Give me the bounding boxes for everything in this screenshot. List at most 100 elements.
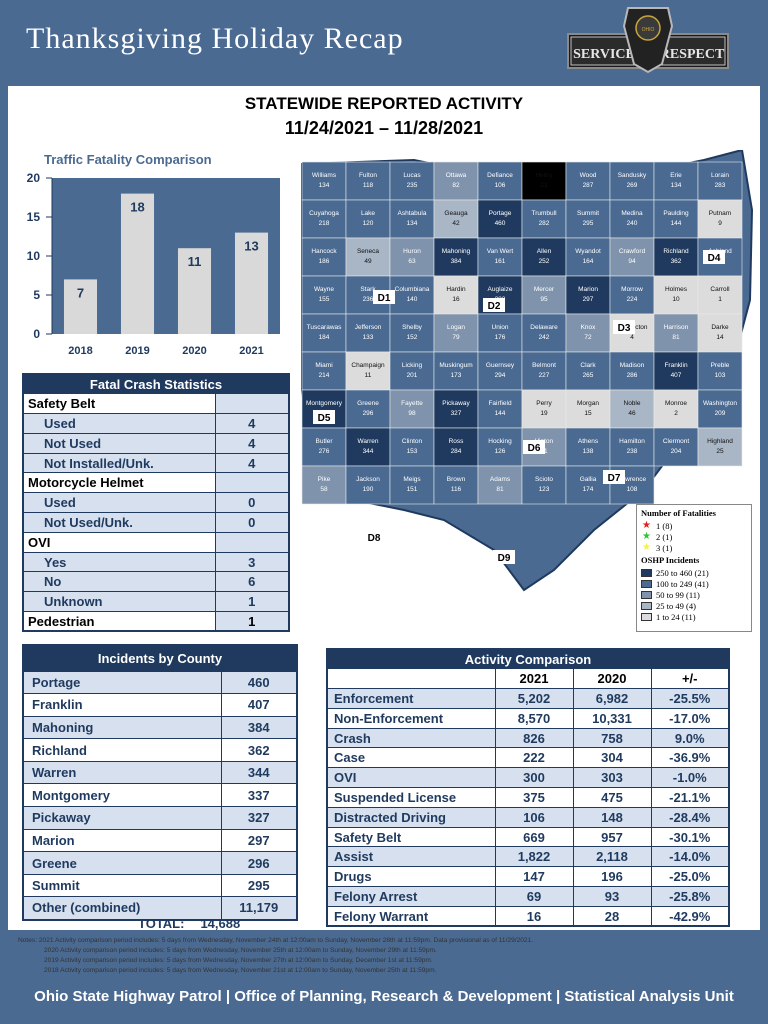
activity-2021: 669 bbox=[494, 826, 574, 848]
county-map-name: Butler bbox=[316, 438, 334, 445]
county-shape bbox=[609, 275, 655, 315]
bar-2019 bbox=[120, 193, 155, 334]
activity-2021: 147 bbox=[494, 866, 574, 888]
county-row: Summit 295 bbox=[22, 873, 298, 898]
county-shape bbox=[389, 275, 435, 315]
county-tile: Clinton 153 bbox=[389, 427, 435, 467]
fatal-row: Motorcycle Helmet bbox=[22, 472, 290, 494]
activity-2021: 5,202 bbox=[494, 688, 574, 709]
district-label-box bbox=[493, 550, 515, 564]
content-panel: STATEWIDE REPORTED ACTIVITY 11/24/2021 –… bbox=[8, 86, 760, 974]
county-map-value: 120 bbox=[363, 220, 374, 227]
county-map-value: 235 bbox=[407, 182, 418, 189]
legend-incident-item: 100 to 249 (41) bbox=[641, 578, 747, 589]
county-row: Warren 344 bbox=[22, 760, 298, 785]
county-shape bbox=[477, 351, 523, 391]
county-table-title: Incidents by County bbox=[22, 644, 298, 672]
county-map-value: 236 bbox=[363, 296, 374, 303]
county-value: 337 bbox=[220, 783, 298, 808]
county-tile: Trumbull 282 bbox=[521, 199, 567, 239]
county-map-value: 201 bbox=[407, 372, 418, 379]
county-map-value: 151 bbox=[407, 486, 418, 493]
county-shape bbox=[433, 161, 479, 201]
county-map-name: Fairfield bbox=[488, 400, 512, 407]
county-map-name: Shelby bbox=[402, 324, 423, 331]
county-map-name: Ross bbox=[449, 438, 465, 445]
date-range-title: 11/24/2021 – 11/28/2021 bbox=[284, 118, 484, 138]
county-map-name: Belmont bbox=[532, 362, 556, 369]
legend-swatch bbox=[641, 579, 652, 588]
legend-incident-label: 1 to 24 (11) bbox=[656, 611, 696, 622]
county-map-value: 134 bbox=[319, 182, 330, 189]
county-tile: Belmont 227 bbox=[521, 351, 567, 391]
county-map-name: Brown bbox=[447, 476, 466, 483]
activity-col-diff: +/- bbox=[650, 668, 730, 690]
county-map-name: Fulton bbox=[359, 172, 377, 179]
fatal-row-label: Pedestrian bbox=[22, 611, 216, 632]
county-map-value: 174 bbox=[583, 486, 594, 493]
fatal-row-value bbox=[214, 472, 290, 494]
county-shape bbox=[521, 237, 567, 277]
star-icon: ★ bbox=[642, 542, 651, 553]
county-tile: Union 176 bbox=[477, 313, 523, 353]
county-row: Pickaway 327 bbox=[22, 806, 298, 830]
county-tile: Logan 79 bbox=[433, 313, 479, 353]
district-label: D3 bbox=[618, 323, 631, 334]
county-map-value: 276 bbox=[319, 448, 330, 455]
county-map-value: 284 bbox=[451, 448, 462, 455]
county-map-name: Pike bbox=[318, 476, 331, 483]
county-shape bbox=[389, 199, 435, 239]
legend-swatch bbox=[641, 590, 652, 599]
county-shape bbox=[477, 161, 523, 201]
county-shape bbox=[565, 237, 611, 277]
activity-row: Enforcement 5,202 6,982 -25.5% bbox=[326, 688, 730, 709]
county-map-value: 10 bbox=[672, 296, 680, 303]
county-row: Franklin 407 bbox=[22, 693, 298, 717]
county-incidents-table: Incidents by County Portage 460 Franklin 40… bbox=[22, 644, 298, 921]
county-tile: Muskingum 173 bbox=[433, 351, 479, 391]
county-map-name: Richland bbox=[663, 248, 689, 255]
county-tile: Morgan 15 bbox=[565, 389, 611, 429]
activity-diff: -1.0% bbox=[650, 767, 730, 789]
county-map-name: Columbiana bbox=[395, 286, 430, 293]
county-map-value: 63 bbox=[408, 258, 416, 265]
county-map-value: 282 bbox=[539, 220, 550, 227]
activity-row: Safety Belt 669 957 -30.1% bbox=[326, 826, 730, 848]
map-legend: Number of Fatalities ★ 1 (8) ★ 2 (1) ★ 3 (1) … bbox=[636, 504, 752, 632]
county-shape bbox=[697, 389, 743, 429]
activity-diff: -30.1% bbox=[650, 826, 730, 848]
activity-2021: 375 bbox=[494, 787, 574, 808]
bar-value-label: 13 bbox=[244, 239, 258, 254]
county-map-value: 19 bbox=[540, 410, 548, 417]
county-map-value: 118 bbox=[363, 182, 374, 189]
county-tile: Erie 134 bbox=[653, 161, 699, 201]
county-row: Marion 297 bbox=[22, 828, 298, 853]
county-map-value: 134 bbox=[407, 220, 418, 227]
county-shape bbox=[697, 351, 743, 391]
county-map-value: 176 bbox=[495, 334, 506, 341]
county-map-name: Preble bbox=[711, 362, 730, 369]
county-shape bbox=[345, 237, 391, 277]
county-map-name: Allen bbox=[537, 248, 552, 255]
fatal-row-value: 4 bbox=[214, 432, 290, 454]
county-map-name: Erie bbox=[670, 172, 682, 179]
county-map-name: Lawrence bbox=[618, 476, 647, 483]
county-shape bbox=[697, 313, 743, 353]
legend-incident-item: 1 to 24 (11) bbox=[641, 611, 747, 622]
county-map-value: 218 bbox=[319, 220, 330, 227]
county-map-name: Seneca bbox=[357, 248, 379, 255]
activity-table-title: Activity Comparison bbox=[326, 648, 730, 670]
county-shape bbox=[477, 389, 523, 429]
county-shape bbox=[653, 161, 699, 201]
legend-fatal-item: ★ 2 (1) bbox=[641, 531, 747, 542]
bar-value-label: 7 bbox=[77, 285, 84, 300]
county-tile: Huron 63 bbox=[389, 237, 435, 277]
county-value: 11,179 bbox=[220, 896, 298, 921]
county-name: Summit bbox=[22, 873, 222, 898]
county-row: Portage 460 bbox=[22, 670, 298, 695]
county-map-name: Ottawa bbox=[446, 172, 467, 179]
county-map-name: Gallia bbox=[580, 476, 597, 483]
county-tile: Wyandot 164 bbox=[565, 237, 611, 277]
county-tile: Clermont 204 bbox=[653, 427, 699, 467]
fatal-row-value: 0 bbox=[214, 512, 290, 533]
